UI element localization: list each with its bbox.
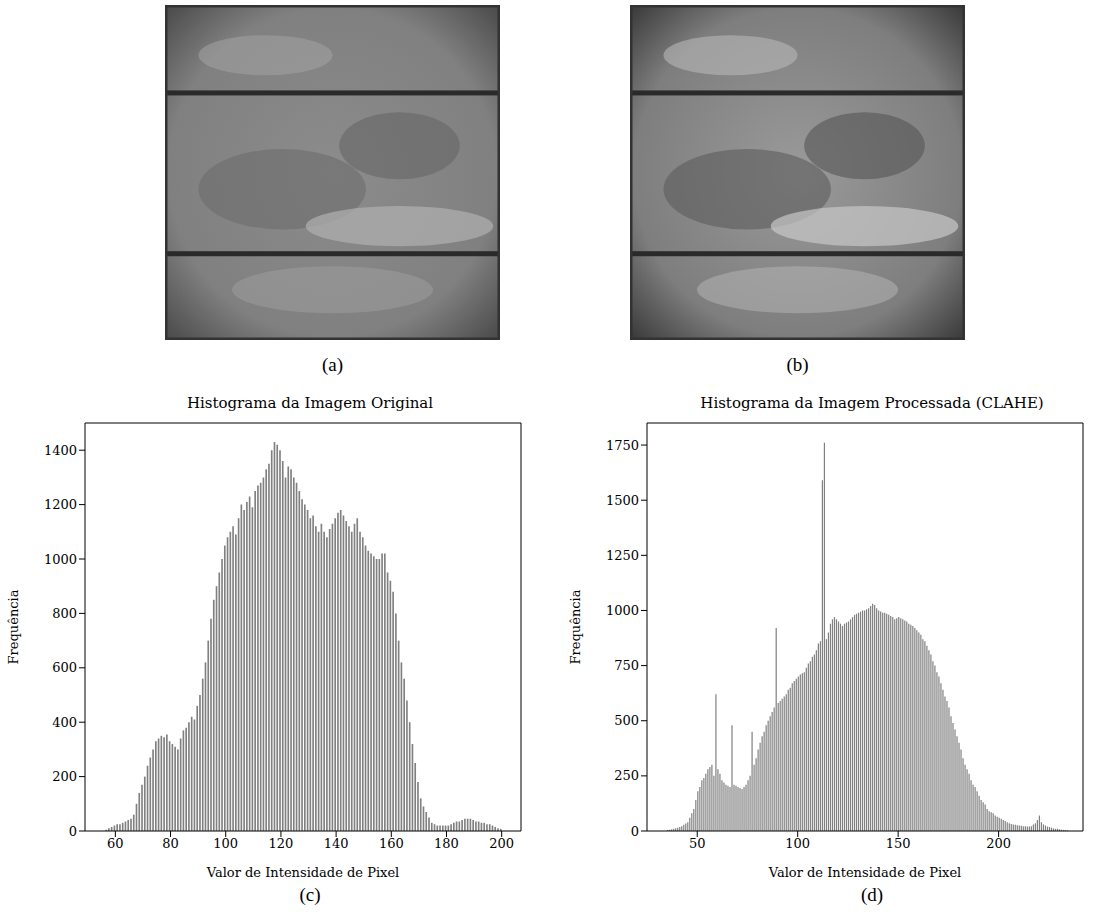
svg-text:200: 200 [52,769,77,784]
svg-text:750: 750 [614,658,639,673]
svg-text:600: 600 [52,660,77,675]
html-text:Histograma da Imagem Original: Histograma da Imagem Original [186,394,434,412]
svg-text:1750: 1750 [606,438,639,453]
svg-text:0: 0 [69,824,77,839]
svg-text:1000: 1000 [606,603,639,618]
html-text:(b): (b) [786,354,809,375]
svg-text:50: 50 [689,836,706,851]
svg-text:0: 0 [631,824,639,839]
html-text:(d): (d) [860,884,884,905]
svg-text:1400: 1400 [44,443,77,458]
svg-text:180: 180 [434,836,459,851]
svg-text:60: 60 [107,836,124,851]
svg-text:120: 120 [269,836,294,851]
svg-text:Frequência: Frequência [568,589,583,664]
svg-text:Frequência: Frequência [6,589,21,664]
html-text:(a): (a) [322,354,343,375]
svg-text:1000: 1000 [44,552,77,567]
svg-text:Valor de Intensidade de Pixel: Valor de Intensidade de Pixel [768,865,962,880]
svg-text:500: 500 [614,713,639,728]
svg-text:400: 400 [52,715,77,730]
svg-text:150: 150 [886,836,911,851]
svg-text:1500: 1500 [606,493,639,508]
svg-text:1250: 1250 [606,548,639,563]
svg-text:200: 200 [986,836,1011,851]
svg-text:1200: 1200 [44,497,77,512]
svg-text:800: 800 [52,606,77,621]
html-text:(c): (c) [299,884,321,905]
html-text:Histograma da Imagem Processad: Histograma da Imagem Processada (CLAHE) [700,394,1044,412]
svg-text:Valor de Intensidade de Pixel: Valor de Intensidade de Pixel [206,865,400,880]
svg-text:140: 140 [324,836,349,851]
svg-text:100: 100 [213,836,238,851]
svg-text:160: 160 [379,836,404,851]
svg-text:100: 100 [785,836,810,851]
svg-text:200: 200 [489,836,514,851]
svg-text:80: 80 [162,836,179,851]
svg-text:250: 250 [614,768,639,783]
